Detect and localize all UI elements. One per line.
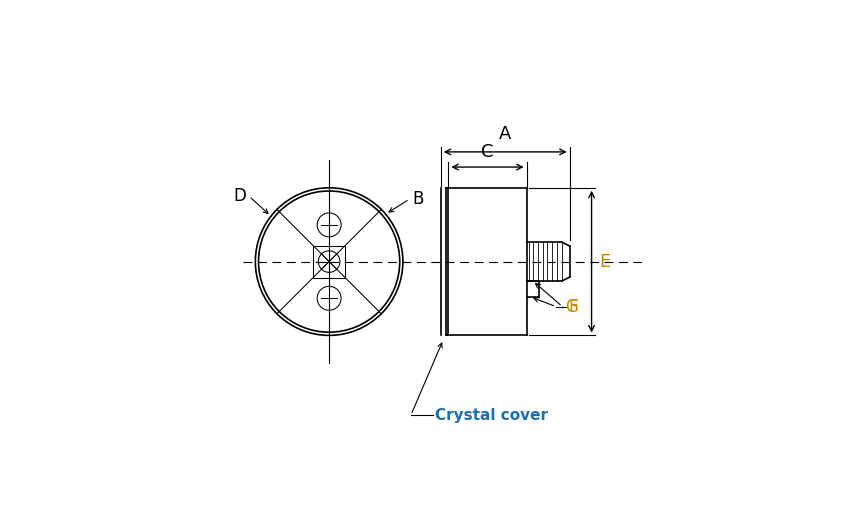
Text: F: F [569, 298, 578, 315]
Bar [313, 246, 345, 278]
Text: B: B [413, 190, 424, 208]
Text: A: A [499, 125, 511, 143]
Text: Crystal cover: Crystal cover [435, 408, 548, 423]
Text: G: G [565, 298, 578, 315]
Text: E: E [599, 253, 610, 270]
Text: C: C [481, 142, 493, 161]
Text: D: D [233, 187, 246, 205]
